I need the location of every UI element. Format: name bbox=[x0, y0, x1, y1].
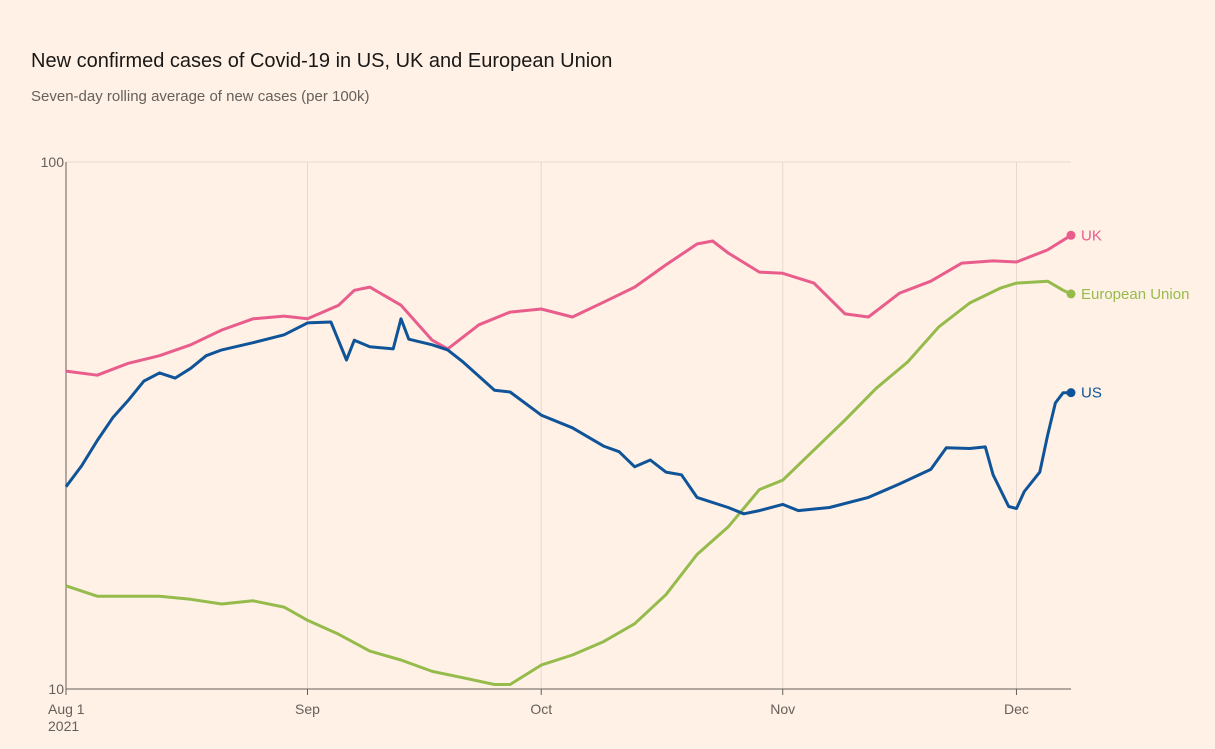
series-line-european-union bbox=[65, 279, 1072, 686]
series-end-dot-european-union bbox=[1066, 289, 1076, 299]
x-tick-sublabel: 2021 bbox=[48, 718, 79, 734]
chart-title: New confirmed cases of Covid-19 in US, U… bbox=[31, 50, 613, 72]
x-tick-label: Sep bbox=[295, 701, 320, 717]
series-label-uk: UK bbox=[1081, 227, 1102, 244]
y-tick-label: 100 bbox=[41, 154, 65, 170]
series-label-us: US bbox=[1081, 385, 1102, 402]
series-line-us bbox=[64, 317, 1071, 516]
x-tick-label: Dec bbox=[1004, 701, 1029, 717]
chart-subtitle: Seven-day rolling average of new cases (… bbox=[31, 88, 370, 105]
x-tick-label: Oct bbox=[530, 701, 552, 717]
x-tick-label: Nov bbox=[770, 701, 795, 717]
y-tick-label: 10 bbox=[48, 681, 64, 697]
series-line-uk bbox=[65, 234, 1072, 377]
x-tick-label: Aug 1 bbox=[48, 701, 85, 717]
series-end-dot-us bbox=[1066, 388, 1076, 398]
series-end-dot-uk bbox=[1066, 230, 1076, 240]
series-label-european-union: European Union bbox=[1081, 286, 1189, 303]
